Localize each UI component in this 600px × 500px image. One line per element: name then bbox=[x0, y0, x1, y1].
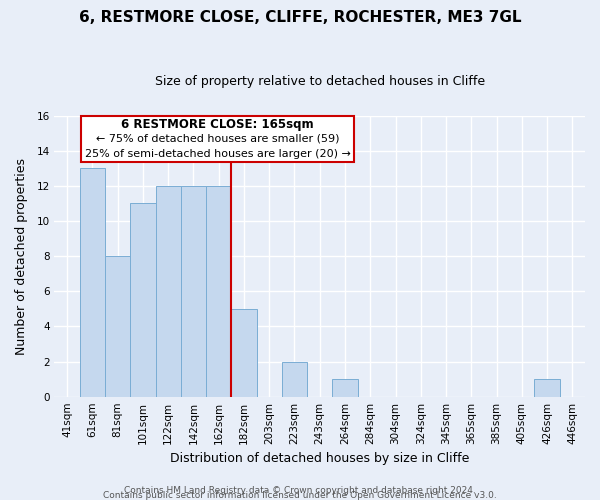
Y-axis label: Number of detached properties: Number of detached properties bbox=[15, 158, 28, 354]
Bar bbox=[535, 379, 560, 396]
Bar bbox=[231, 309, 257, 396]
Text: ← 75% of detached houses are smaller (59): ← 75% of detached houses are smaller (59… bbox=[96, 134, 340, 144]
Bar bbox=[181, 186, 206, 396]
X-axis label: Distribution of detached houses by size in Cliffe: Distribution of detached houses by size … bbox=[170, 452, 469, 465]
Bar bbox=[155, 186, 181, 396]
Text: 6, RESTMORE CLOSE, CLIFFE, ROCHESTER, ME3 7GL: 6, RESTMORE CLOSE, CLIFFE, ROCHESTER, ME… bbox=[79, 10, 521, 25]
Bar bbox=[282, 362, 307, 396]
FancyBboxPatch shape bbox=[81, 116, 354, 162]
Bar bbox=[105, 256, 130, 396]
Bar bbox=[332, 379, 358, 396]
Text: 6 RESTMORE CLOSE: 165sqm: 6 RESTMORE CLOSE: 165sqm bbox=[121, 118, 314, 132]
Text: 25% of semi-detached houses are larger (20) →: 25% of semi-detached houses are larger (… bbox=[85, 150, 350, 160]
Text: Contains HM Land Registry data © Crown copyright and database right 2024.: Contains HM Land Registry data © Crown c… bbox=[124, 486, 476, 495]
Title: Size of property relative to detached houses in Cliffe: Size of property relative to detached ho… bbox=[155, 75, 485, 88]
Bar bbox=[130, 204, 155, 396]
Bar bbox=[80, 168, 105, 396]
Text: Contains public sector information licensed under the Open Government Licence v3: Contains public sector information licen… bbox=[103, 491, 497, 500]
Bar bbox=[206, 186, 231, 396]
